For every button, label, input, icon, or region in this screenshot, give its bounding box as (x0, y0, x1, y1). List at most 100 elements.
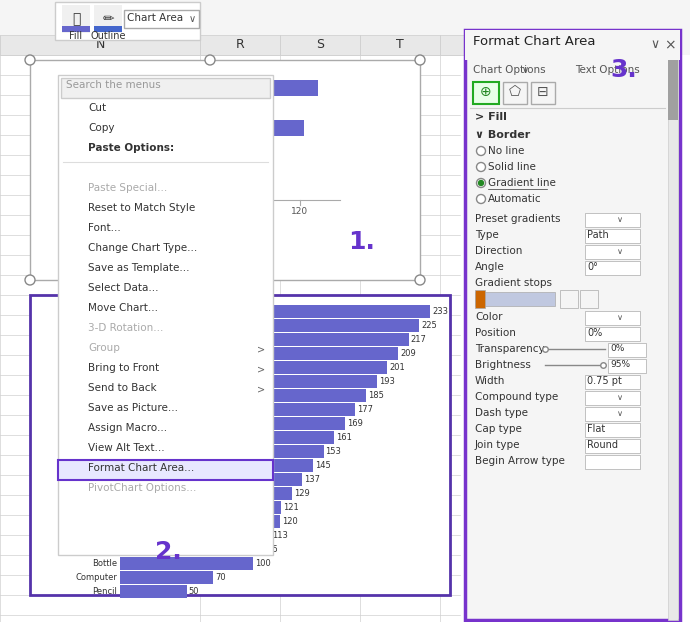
Text: ∨: ∨ (617, 215, 623, 224)
Circle shape (205, 55, 215, 65)
Bar (120, 487, 292, 500)
Bar (585, 213, 640, 227)
Text: Join type: Join type (475, 440, 520, 450)
Text: Gradient stops: Gradient stops (475, 278, 552, 288)
Text: 137: 137 (304, 475, 320, 483)
Bar (608, 359, 646, 373)
Bar (120, 403, 355, 416)
Text: Bottle: Bottle (92, 460, 117, 470)
Text: 121: 121 (283, 503, 299, 511)
Bar (465, 30, 680, 620)
Text: Save as Picture...: Save as Picture... (88, 403, 178, 413)
Text: Bottle: Bottle (92, 559, 117, 567)
Text: 70: 70 (215, 572, 226, 582)
Text: ∨: ∨ (651, 38, 660, 51)
Text: Pencil: Pencil (92, 475, 117, 483)
Bar (120, 305, 430, 318)
Bar (120, 571, 213, 584)
Text: 🖌: 🖌 (72, 12, 80, 26)
Text: 233: 233 (432, 307, 448, 315)
Bar (585, 327, 640, 341)
Text: Search the menus: Search the menus (66, 80, 161, 90)
Text: Cut: Cut (88, 103, 106, 113)
Text: 120: 120 (282, 516, 297, 526)
Text: Begin Arrow type: Begin Arrow type (475, 456, 565, 466)
Text: 80: 80 (175, 207, 186, 216)
Text: Compound type: Compound type (475, 392, 558, 402)
Text: Fill: Fill (70, 31, 83, 41)
Bar (120, 333, 408, 346)
Bar (120, 319, 420, 332)
Text: 0: 0 (117, 207, 123, 216)
Bar (585, 423, 640, 437)
Text: T: T (396, 39, 404, 52)
Bar (503, 82, 527, 104)
Text: Bottle: Bottle (92, 531, 117, 539)
Text: Cap type: Cap type (475, 424, 522, 434)
Bar (62, 26, 90, 32)
Bar (475, 290, 485, 308)
Text: 3.: 3. (610, 58, 637, 82)
Text: No line: No line (488, 146, 524, 156)
Text: 161: 161 (336, 432, 352, 442)
Text: 100: 100 (255, 559, 270, 567)
Text: ×: × (664, 38, 676, 52)
Text: Bottle: Bottle (92, 320, 117, 330)
Bar (608, 343, 646, 357)
Circle shape (205, 275, 215, 285)
Bar (120, 375, 377, 388)
Text: 153: 153 (326, 447, 342, 455)
Text: ⬠: ⬠ (509, 85, 521, 99)
Text: Format Chart Area...: Format Chart Area... (88, 463, 195, 473)
Circle shape (25, 55, 35, 65)
Bar (585, 375, 640, 389)
Text: R: R (235, 39, 244, 52)
Text: ∨: ∨ (188, 14, 195, 24)
Circle shape (477, 179, 486, 187)
Bar (585, 229, 640, 243)
Bar (120, 529, 270, 542)
Text: Dash type: Dash type (475, 408, 528, 418)
Text: View Alt Text...: View Alt Text... (88, 443, 165, 453)
Text: ⊟: ⊟ (538, 85, 549, 99)
Text: Copy: Copy (88, 123, 115, 133)
Text: Change Chart Type...: Change Chart Type... (88, 243, 197, 253)
Text: 145: 145 (315, 460, 331, 470)
Text: Compu...: Compu... (75, 169, 115, 177)
Text: Book: Book (96, 516, 117, 526)
Text: >: > (257, 365, 265, 375)
Text: ∨: ∨ (617, 409, 623, 418)
Circle shape (415, 275, 425, 285)
Text: Bring to Front: Bring to Front (88, 363, 159, 373)
Bar (200, 35, 280, 55)
Bar (531, 82, 555, 104)
Bar (668, 60, 678, 620)
Text: 177: 177 (357, 404, 373, 414)
Circle shape (478, 180, 484, 185)
Bar (120, 361, 387, 374)
Text: >: > (257, 345, 265, 355)
Text: Color: Color (475, 312, 502, 322)
Text: 50: 50 (188, 587, 199, 595)
Text: Paste Special...: Paste Special... (88, 183, 167, 193)
Bar (94, 5, 122, 33)
Bar (120, 389, 366, 402)
Text: Preset gradients: Preset gradients (475, 214, 560, 224)
Bar (120, 120, 304, 136)
Text: 105: 105 (262, 544, 277, 554)
Text: 120: 120 (291, 207, 308, 216)
Bar (0, 35, 200, 55)
Text: Solid line: Solid line (488, 162, 536, 172)
Bar (440, 35, 520, 55)
Text: Pencil: Pencil (92, 587, 117, 595)
Text: Pencil: Pencil (92, 391, 117, 399)
Bar (30, 60, 420, 280)
Text: Transparency: Transparency (475, 344, 544, 354)
Bar (124, 10, 199, 28)
Text: 193: 193 (379, 376, 395, 386)
Text: Pencil: Pencil (92, 335, 117, 343)
Text: Chart Area: Chart Area (127, 13, 183, 23)
Text: Type: Type (475, 230, 499, 240)
Text: PivotChart Options...: PivotChart Options... (88, 483, 197, 493)
Bar (120, 431, 334, 444)
